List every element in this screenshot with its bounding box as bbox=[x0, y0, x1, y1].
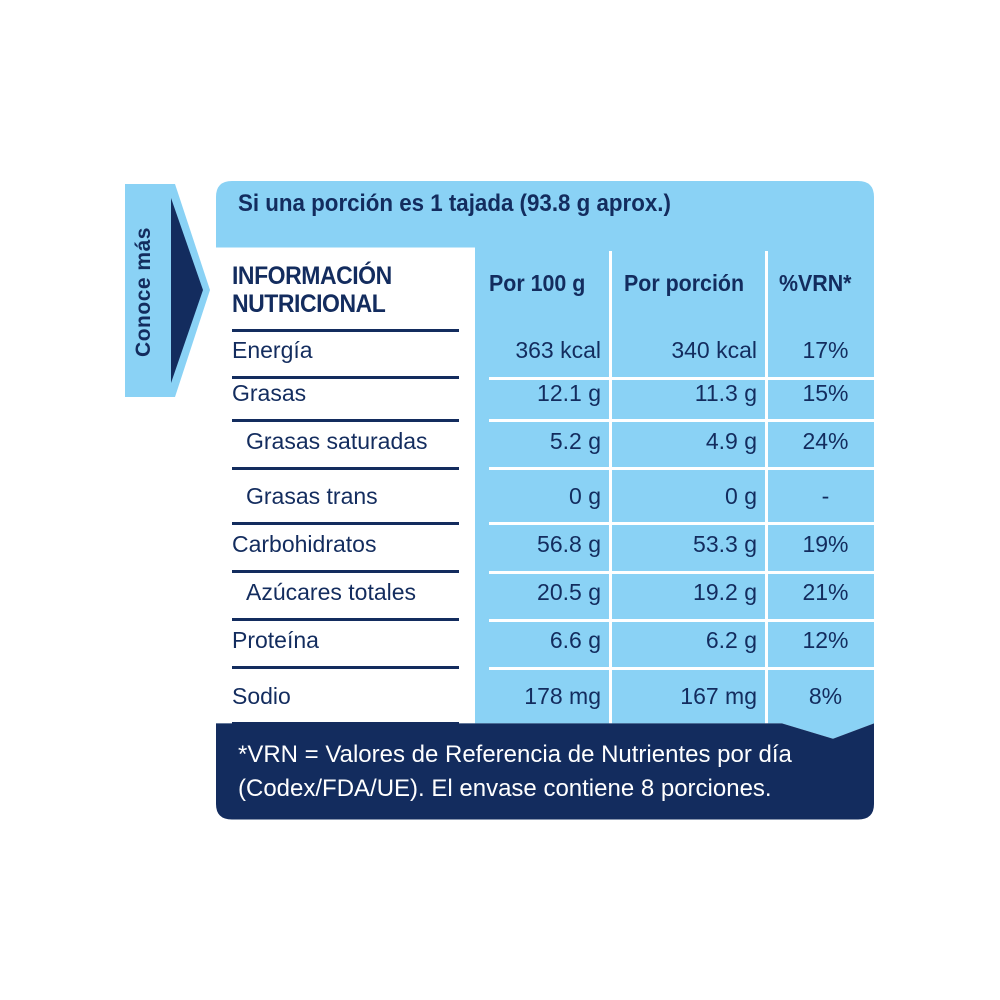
svg-text:Conoce más: Conoce más bbox=[132, 227, 155, 357]
